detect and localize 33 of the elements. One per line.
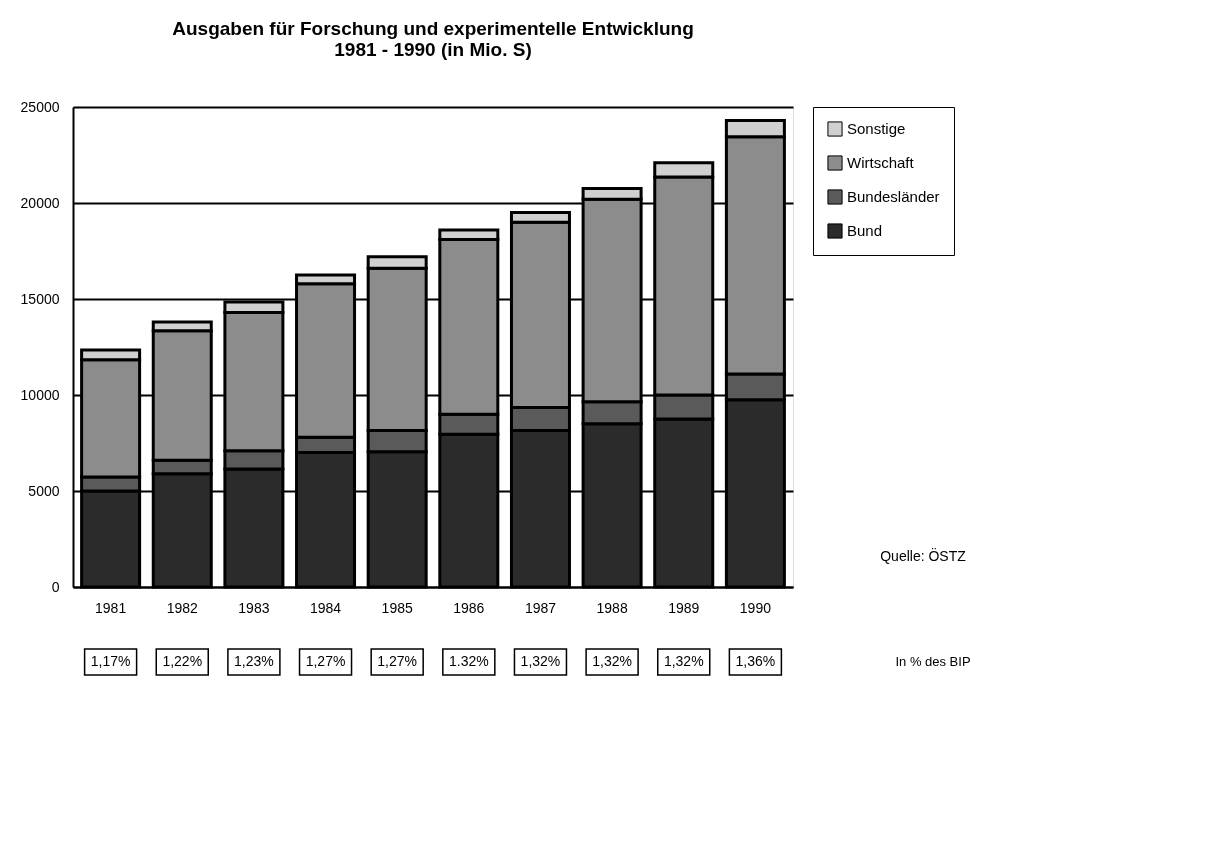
legend-label: Bundesländer bbox=[847, 188, 940, 205]
y-tick-label: 0 bbox=[51, 578, 60, 595]
text: 1,27% bbox=[377, 653, 418, 669]
text: 1,22% bbox=[162, 653, 203, 669]
y-tick-label: 10000 bbox=[20, 386, 60, 403]
text: 1,36% bbox=[735, 653, 776, 669]
x-tick-label: 1981 bbox=[95, 599, 127, 616]
y-tick-label: 25000 bbox=[20, 98, 60, 115]
x-tick-label: 1983 bbox=[238, 599, 270, 616]
text: 1,32% bbox=[520, 653, 561, 669]
x-tick-label: 1982 bbox=[166, 599, 199, 616]
text: 1,32% bbox=[663, 653, 704, 669]
x-tick-label: 1985 bbox=[381, 599, 413, 616]
text: 1,17% bbox=[90, 653, 131, 669]
legend-label: Bund bbox=[847, 222, 883, 239]
x-tick-label: 1987 bbox=[524, 599, 557, 616]
x-tick-label: 1989 bbox=[668, 599, 700, 616]
text: 1,27% bbox=[305, 653, 346, 669]
text: 1,23% bbox=[234, 653, 274, 669]
source-note: Quelle: ÖSTZ bbox=[880, 547, 967, 564]
legend-label: Sonstige bbox=[847, 120, 906, 137]
y-tick-label: 15000 bbox=[20, 290, 60, 307]
text: 1,32% bbox=[592, 653, 632, 669]
y-tick-label: 20000 bbox=[20, 194, 60, 211]
x-tick-label: 1986 bbox=[453, 599, 485, 616]
x-tick-label: 1984 bbox=[309, 599, 342, 616]
chart-title: Ausgaben für Forschung und experimentelle Entwicklung 1981 - 1990 (in Mio. S) bbox=[172, 18, 694, 60]
text: 1.32% bbox=[448, 653, 489, 669]
x-tick-label: 1988 bbox=[596, 599, 628, 616]
y-tick-label: 5000 bbox=[28, 482, 60, 499]
x-tick-label: 1990 bbox=[739, 599, 772, 616]
text: In % des BIP bbox=[895, 654, 971, 669]
legend-label: Wirtschaft bbox=[847, 154, 915, 171]
